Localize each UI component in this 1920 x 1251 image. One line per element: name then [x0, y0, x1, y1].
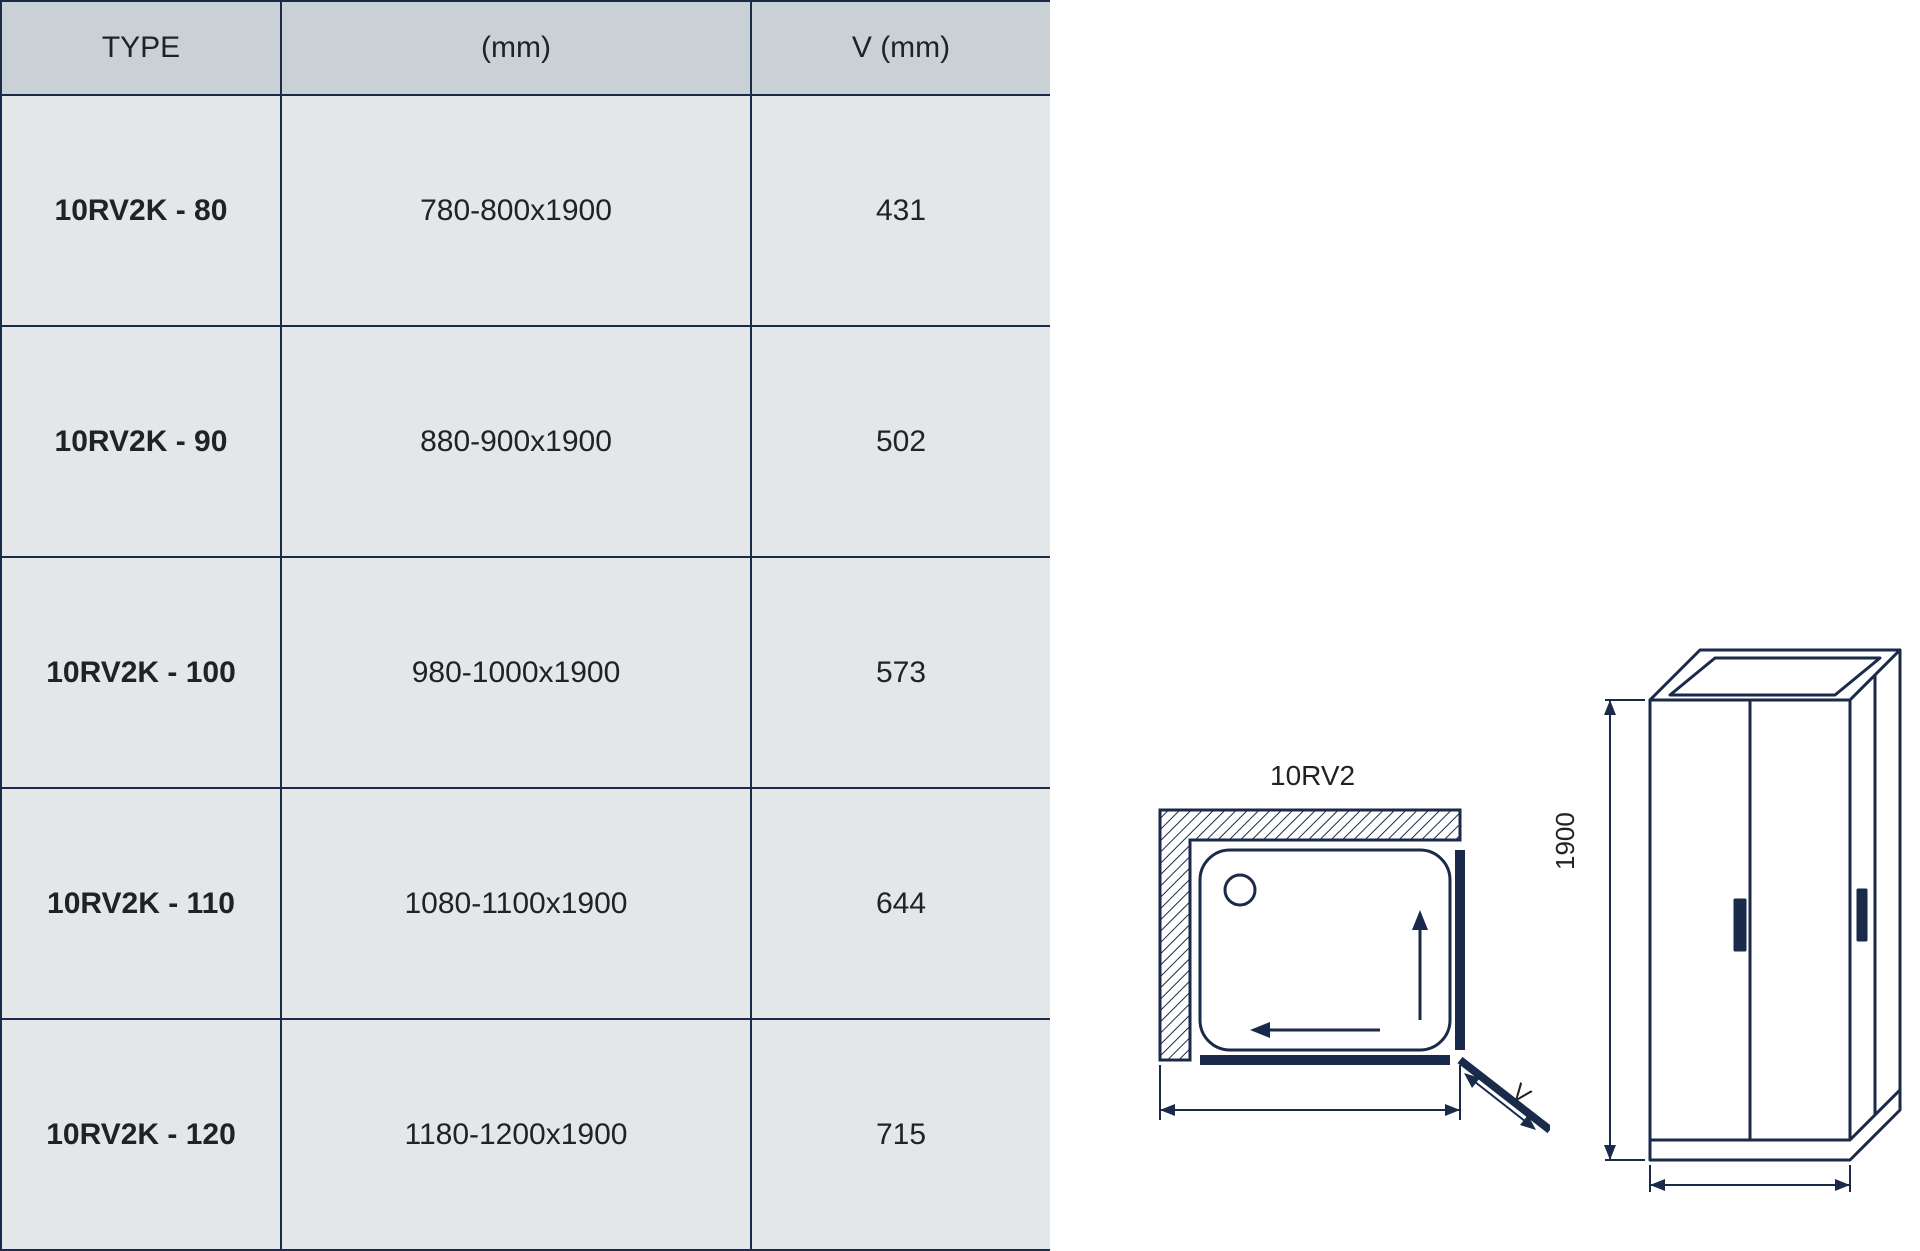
cell-v: 644	[751, 788, 1051, 1019]
col-header-v: V (mm)	[751, 1, 1051, 95]
topview-svg: V	[1150, 760, 1550, 1140]
table-row: 10RV2K - 80 780-800x1900 431	[1, 95, 1051, 326]
table-row: 10RV2K - 100 980-1000x1900 573	[1, 557, 1051, 788]
col-header-type: TYPE	[1, 1, 281, 95]
cell-v: 431	[751, 95, 1051, 326]
cell-v: 573	[751, 557, 1051, 788]
topview-label: 10RV2	[1270, 760, 1355, 792]
cell-mm: 980-1000x1900	[281, 557, 751, 788]
cell-mm: 780-800x1900	[281, 95, 751, 326]
table-header-row: TYPE (mm) V (mm)	[1, 1, 1051, 95]
spec-table: TYPE (mm) V (mm) 10RV2K - 80 780-800x190…	[0, 0, 1052, 1251]
cell-type: 10RV2K - 90	[1, 326, 281, 557]
cell-v: 715	[751, 1019, 1051, 1250]
cell-type: 10RV2K - 120	[1, 1019, 281, 1250]
page: TYPE (mm) V (mm) 10RV2K - 80 780-800x190…	[0, 0, 1920, 1251]
v-dimension-letter: V	[1506, 1078, 1535, 1109]
topview-diagram: 10RV2	[1150, 760, 1550, 1140]
spec-table-container: TYPE (mm) V (mm) 10RV2K - 80 780-800x190…	[0, 0, 1050, 1251]
table-row: 10RV2K - 90 880-900x1900 502	[1, 326, 1051, 557]
table-row: 10RV2K - 120 1180-1200x1900 715	[1, 1019, 1051, 1250]
cell-type: 10RV2K - 80	[1, 95, 281, 326]
height-dimension-label: 1900	[1550, 812, 1581, 870]
cell-mm: 880-900x1900	[281, 326, 751, 557]
cell-v: 502	[751, 326, 1051, 557]
cell-mm: 1080-1100x1900	[281, 788, 751, 1019]
enclosure-3d-diagram	[1590, 640, 1910, 1200]
diagram-area: 10RV2	[1050, 0, 1920, 1251]
table-row: 10RV2K - 110 1080-1100x1900 644	[1, 788, 1051, 1019]
cell-type: 10RV2K - 100	[1, 557, 281, 788]
col-header-mm: (mm)	[281, 1, 751, 95]
cell-mm: 1180-1200x1900	[281, 1019, 751, 1250]
cell-type: 10RV2K - 110	[1, 788, 281, 1019]
enclosure-3d-svg	[1590, 640, 1910, 1200]
